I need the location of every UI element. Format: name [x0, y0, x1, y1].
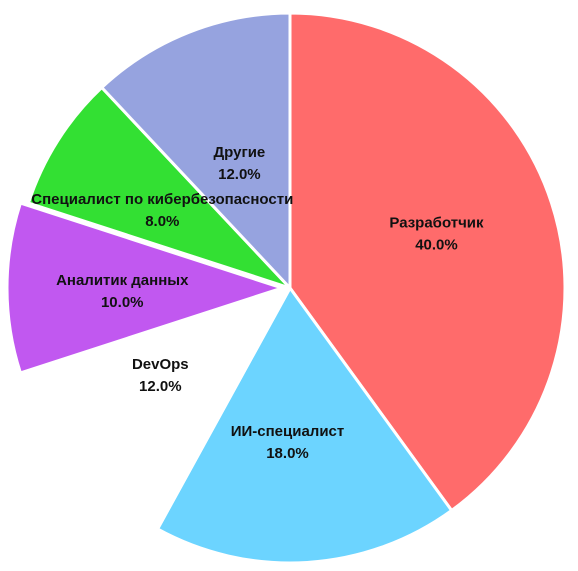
slice-value-label: 40.0%	[415, 236, 458, 253]
slice-value-label: 12.0%	[139, 378, 182, 395]
slice-label: Специалист по кибербезопасности	[31, 191, 293, 208]
slice-label: Разработчик	[389, 214, 484, 231]
pie-slice	[26, 286, 292, 531]
pie-slice	[26, 86, 292, 290]
pie-slice	[156, 286, 454, 565]
pie-labels: Разработчик 40.0% ИИ-специалист 18.0% DevOps…	[31, 144, 484, 462]
slice-label: Аналитик данных	[56, 272, 189, 289]
pie-slice	[5, 201, 284, 375]
slice-value-label: 18.0%	[266, 445, 309, 462]
slice-value-label: 10.0%	[101, 294, 144, 311]
slice-label: DevOps	[132, 356, 189, 373]
slice-label: Другие	[213, 144, 265, 161]
slice-label: ИИ-специалист	[231, 423, 345, 440]
slice-value-label: 12.0%	[218, 166, 261, 183]
pie-slice	[100, 11, 292, 290]
slice-value-label: 8.0%	[145, 213, 179, 230]
pie-slices	[5, 11, 567, 565]
pie-slice	[288, 11, 567, 512]
